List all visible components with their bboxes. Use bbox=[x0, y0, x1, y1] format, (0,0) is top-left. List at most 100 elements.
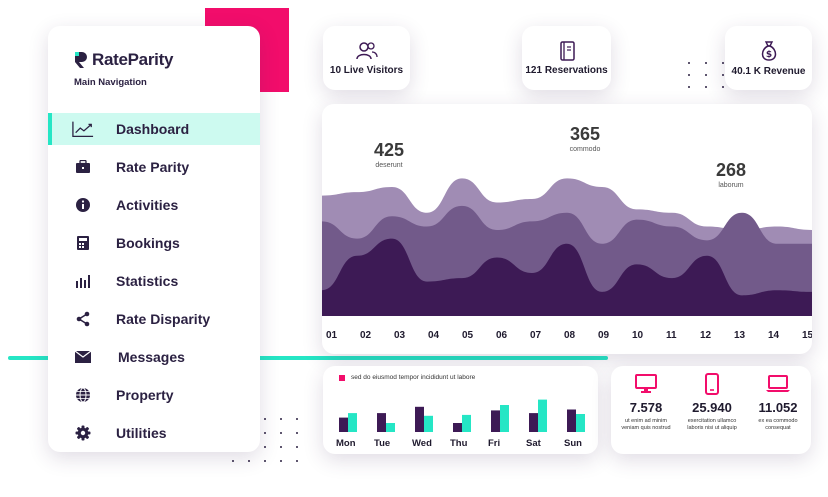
stat-label: 10 Live Visitors bbox=[329, 64, 404, 76]
device-caption: ut enim ad minim veniam quis nostrud bbox=[621, 418, 671, 431]
annotation-value: 365 bbox=[569, 124, 601, 144]
users-icon bbox=[355, 41, 378, 59]
bar-category-label: Sun bbox=[564, 438, 582, 449]
x-tick-label: 10 bbox=[632, 330, 644, 341]
device-stats-card: 7.578 ut enim ad minim veniam quis nostr… bbox=[611, 366, 811, 454]
sidebar-item-rate-parity[interactable]: Rate Parity bbox=[48, 151, 260, 183]
x-tick-label: 02 bbox=[360, 330, 372, 341]
brand-name: RateParity bbox=[92, 50, 174, 69]
sidebar-item-utilities[interactable]: Utilities bbox=[48, 417, 260, 449]
bar-dark-tue bbox=[377, 413, 386, 432]
envelope-icon bbox=[72, 347, 94, 367]
laptop-icon bbox=[766, 375, 790, 392]
money-bag-icon: $ bbox=[761, 40, 776, 61]
sidebar-item-rate-disparity[interactable]: Rate Disparity bbox=[48, 303, 260, 335]
briefcase-icon bbox=[72, 157, 94, 177]
sidebar-item-statistics[interactable]: Statistics bbox=[48, 265, 260, 297]
sidebar-item-label: Statistics bbox=[116, 273, 179, 289]
annotation-caption: commodo bbox=[569, 146, 601, 153]
logo-mark-icon bbox=[75, 52, 87, 68]
sidebar-item-bookings[interactable]: Bookings bbox=[48, 227, 260, 259]
bar-category-label: Wed bbox=[412, 438, 432, 449]
device-value: 25.940 bbox=[692, 400, 732, 415]
x-tick-label: 11 bbox=[666, 330, 677, 341]
bar-category-label: Fri bbox=[488, 438, 501, 449]
x-tick-label: 12 bbox=[700, 330, 712, 341]
x-tick-label: 09 bbox=[598, 330, 610, 341]
sidebar-item-messages[interactable]: Messages bbox=[48, 341, 260, 373]
area-chart bbox=[322, 178, 812, 316]
sidebar-item-label: Messages bbox=[118, 349, 185, 365]
bar-cyan-thu bbox=[462, 414, 471, 432]
bar-dark-fri bbox=[491, 410, 500, 432]
bar-chart bbox=[339, 399, 585, 432]
sidebar-item-label: Bookings bbox=[116, 235, 180, 251]
x-tick-label: 13 bbox=[734, 330, 746, 341]
x-tick-label: 01 bbox=[326, 330, 338, 341]
device-value: 11.052 bbox=[758, 400, 798, 415]
annotation-caption: laborum bbox=[718, 182, 744, 189]
stat-label: 121 Reservations bbox=[525, 64, 608, 76]
x-tick-label: 03 bbox=[394, 330, 406, 341]
bar-dark-mon bbox=[339, 417, 348, 432]
sidebar-item-label: Rate Disparity bbox=[116, 311, 211, 327]
device-stat-tablet[interactable]: 25.940 exercitation ullamco laboris nisi… bbox=[679, 372, 745, 432]
bar-dark-wed bbox=[415, 406, 424, 432]
chart-annotation: 425 deserunt bbox=[366, 140, 412, 169]
device-stat-desktop[interactable]: 7.578 ut enim ad minim veniam quis nostr… bbox=[613, 372, 679, 432]
svg-text:$: $ bbox=[765, 50, 771, 60]
tablet-icon bbox=[705, 373, 719, 395]
nav-title: Main Navigation bbox=[74, 77, 147, 88]
x-tick-label: 04 bbox=[428, 330, 440, 341]
bar-category-label: Thu bbox=[450, 438, 468, 449]
annotation-caption: deserunt bbox=[375, 162, 403, 169]
sidebar-item-dashboard[interactable]: Dashboard bbox=[48, 113, 260, 145]
sidebar: RateParity Main Navigation Dashboard Rat… bbox=[48, 26, 260, 452]
bar-cyan-mon bbox=[348, 413, 357, 432]
sidebar-item-label: Utilities bbox=[116, 425, 167, 441]
share-icon bbox=[72, 309, 94, 329]
annotation-value: 425 bbox=[373, 140, 405, 160]
chart-annotation: 365 commodo bbox=[562, 124, 608, 153]
sidebar-item-label: Rate Parity bbox=[116, 159, 190, 175]
desktop-icon bbox=[635, 374, 657, 393]
stat-card-live-visitors[interactable]: 10 Live Visitors bbox=[323, 26, 410, 90]
stat-label: 40.1 K Revenue bbox=[731, 65, 806, 77]
device-value: 7.578 bbox=[629, 400, 663, 415]
sidebar-item-label: Activities bbox=[116, 197, 179, 213]
sidebar-item-activities[interactable]: Activities bbox=[48, 189, 260, 221]
legend-text: sed do eiusmod tempor incididunt ut labo… bbox=[351, 374, 476, 381]
pink-decoration-cap bbox=[262, 64, 289, 92]
cyan-decoration-line bbox=[8, 356, 608, 360]
x-tick-label: 07 bbox=[530, 330, 542, 341]
gear-icon bbox=[72, 423, 94, 443]
x-tick-label: 14 bbox=[768, 330, 780, 341]
bar-chart-icon bbox=[72, 271, 94, 291]
device-caption: exercitation ullamco laboris nisi ut ali… bbox=[687, 418, 737, 431]
bar-legend: sed do eiusmod tempor incididunt ut labo… bbox=[339, 374, 475, 381]
x-tick-label: 08 bbox=[564, 330, 576, 341]
notebook-icon bbox=[559, 40, 575, 61]
globe-icon bbox=[72, 385, 94, 405]
bar-cyan-wed bbox=[424, 415, 433, 432]
x-tick-label: 06 bbox=[496, 330, 508, 341]
sidebar-item-label: Property bbox=[116, 387, 174, 403]
info-icon bbox=[72, 195, 94, 215]
bar-cyan-tue bbox=[386, 423, 395, 432]
device-stat-laptop[interactable]: 11.052 ex ea commodo consequat bbox=[745, 372, 811, 432]
stat-card-revenue[interactable]: $ 40.1 K Revenue bbox=[725, 26, 812, 90]
logo[interactable]: RateParity bbox=[74, 50, 173, 70]
legend-swatch bbox=[339, 374, 345, 381]
bar-dark-sat bbox=[529, 413, 538, 432]
stat-card-reservations[interactable]: 121 Reservations bbox=[522, 26, 611, 90]
area-series-front bbox=[322, 238, 812, 316]
chart-annotation: 268 laborum bbox=[708, 160, 754, 189]
sidebar-item-property[interactable]: Property bbox=[48, 379, 260, 411]
bar-category-label: Tue bbox=[374, 438, 391, 449]
bar-cyan-sat bbox=[538, 399, 547, 432]
device-caption: ex ea commodo consequat bbox=[758, 418, 798, 431]
bar-dark-sun bbox=[567, 409, 576, 432]
bar-cyan-fri bbox=[500, 405, 509, 432]
annotation-value: 268 bbox=[715, 160, 747, 180]
area-chart-card: 425 deserunt 365 commodo 268 laborum 01 0… bbox=[322, 104, 812, 354]
